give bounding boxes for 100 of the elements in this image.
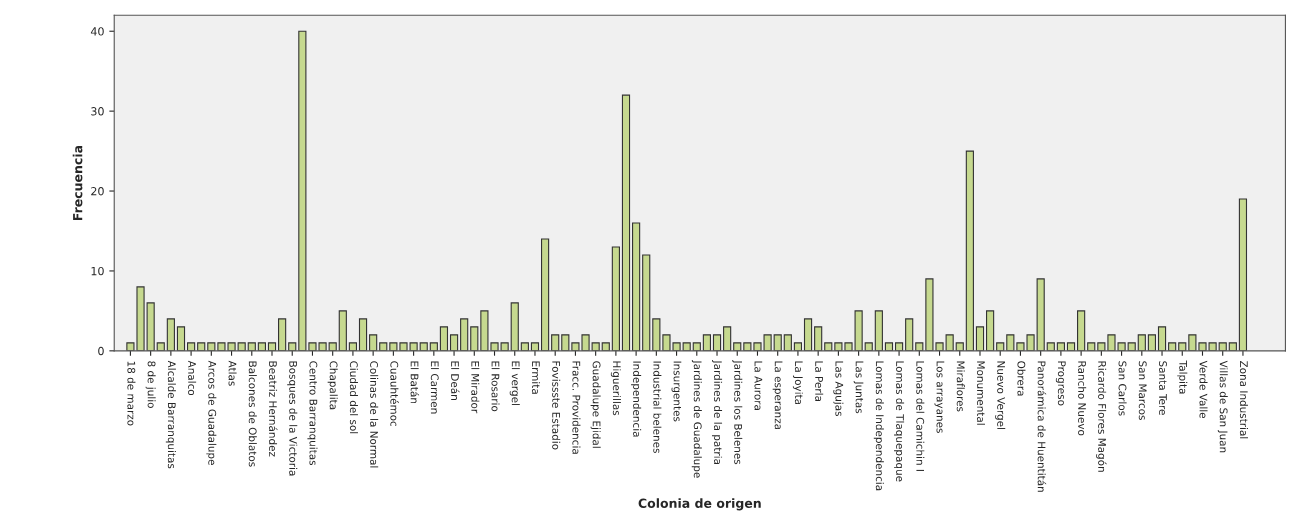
bar [520,342,529,351]
x-tick-label: La Aurora [754,361,763,410]
x-tick-label: Monumental [976,361,986,425]
x-tick-label: Higuerillas [610,361,621,416]
bar [894,342,904,351]
x-tick-label: Ciudad del sol [349,361,358,434]
bar [975,326,985,351]
bar [986,310,995,351]
bar [460,318,469,351]
y-tick-label: 0 [98,346,104,356]
bar [874,310,883,351]
x-tick-label: Fracc. Providencia [572,361,581,454]
bar [1178,342,1187,351]
x-tick-label: Analco [188,360,197,396]
bar [814,326,823,351]
x-tick-label: Jardines los Belenes [732,360,743,465]
x-tick-label: Verde Valle [1199,360,1208,419]
bar [824,342,833,351]
bar [1168,342,1177,351]
x-tick-label: 18 de marzo [127,361,136,426]
bar [621,94,631,351]
x-tick-label: Panorámica de Huentitán [1037,361,1047,492]
x-tick-label: Progreso [1055,361,1066,406]
bar [1218,342,1227,351]
bar [611,246,620,351]
x-tick-label: Guadalupe Ejidal [590,361,601,448]
bar [965,150,974,351]
x-tick-label: Bosques de la Victoria [287,361,298,476]
x-tick-label: El Batán [410,361,420,404]
bar [955,342,964,351]
x-tick-label: Colinas de la Normal [370,361,379,468]
bar [915,342,924,351]
x-tick-label: San Marcos [1138,361,1147,420]
bar [864,342,873,351]
x-tick-label: El Carmen [430,361,439,414]
x-tick-label: Rancho Nuevo [1078,361,1087,436]
y-tick-label: 20 [91,187,104,196]
bar [1087,342,1096,351]
x-tick-label: El Mirador [471,361,480,414]
x-tick-label: Los arrayanes [934,361,945,433]
bar [996,342,1005,351]
bar [449,334,459,351]
x-tick-label: Santa Tere [1159,361,1167,415]
x-tick-label: Beatriz Hernández [268,361,278,457]
x-tick-label: Chapalita [327,361,338,410]
x-tick-label: Lomas del Camichin I [916,361,925,471]
y-tick-label: 10 [91,266,104,276]
x-tick-label: San Carlos [1118,361,1127,416]
bar [439,326,449,351]
x-tick-label: Centro Barranquitas [307,361,318,466]
x-tick-label: Alcalde Barranquitas [165,360,176,469]
bar [429,342,438,351]
bar [733,342,742,351]
x-axis-title: Colonia de origen [638,498,761,511]
bar [803,318,813,351]
bar [530,342,540,351]
x-tick-label: Lomas de Independencia [873,361,884,491]
x-tick-label: La Joyita [792,361,803,405]
bar [419,342,428,351]
bar [267,342,277,351]
bar [278,318,287,351]
bar [773,334,782,351]
bar [1127,342,1136,351]
bar [783,334,792,351]
bar [176,326,186,351]
bar [692,342,701,351]
x-tick-label: La esperanza [772,361,783,430]
bar [632,222,641,351]
y-tick-label: 30 [91,107,104,116]
x-tick-label: Obrera [1017,361,1026,396]
bar [288,342,297,351]
bar [197,342,206,351]
bar [702,334,712,351]
x-tick-label: El Rosario [491,361,500,412]
bar [642,254,651,351]
x-tick-label: Zona Industrial [1239,361,1248,439]
x-tick-label: Independencia [631,361,642,437]
bar [338,310,347,351]
bar [1228,342,1237,351]
bar [369,334,378,351]
bar [247,342,256,351]
x-tick-label: Arcos de Guadalupe [206,360,217,465]
bar [540,238,550,351]
x-tick-label: Ricardo Flores Magón [1096,361,1107,472]
bar [884,342,894,351]
x-tick-label: Villas de San Juan [1217,360,1228,453]
bar [1066,342,1076,351]
x-tick-label: Ermita [531,361,541,394]
bar [1056,342,1065,351]
x-tick-label: Jardines de la patria [711,360,723,464]
x-tick-label: El Deán [451,361,460,400]
bar [156,342,165,351]
x-tick-label: Industrial belenes [653,361,662,453]
bar [793,342,803,351]
bar [1157,326,1167,351]
x-tick-label: Talpita [1177,360,1188,394]
x-tick-label: 8 de julio [145,361,156,408]
x-tick-label: Las Agujas [833,361,844,417]
bar [1137,334,1146,351]
bar [712,334,722,351]
